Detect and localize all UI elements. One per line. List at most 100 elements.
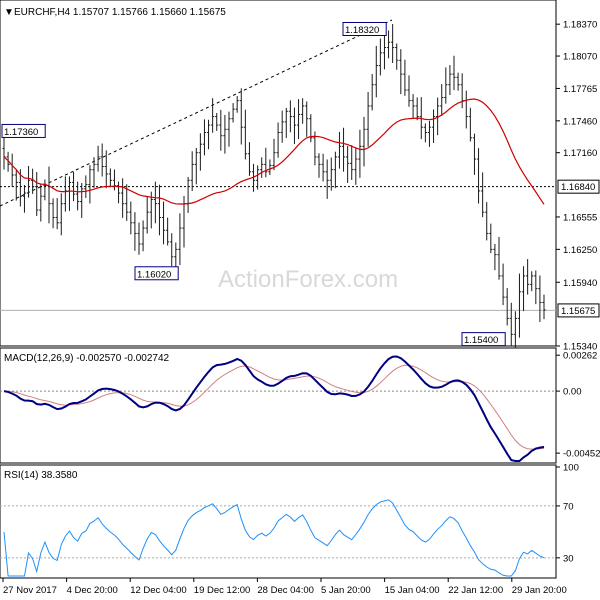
candle — [313, 131, 317, 166]
candle — [440, 84, 444, 116]
candle — [145, 196, 149, 234]
annotation-box — [1, 123, 46, 138]
candle — [444, 67, 448, 104]
current-price-label: 1.15675 — [561, 306, 595, 317]
candle — [276, 122, 280, 158]
candle — [141, 220, 145, 252]
candle — [485, 202, 489, 241]
candle — [411, 94, 415, 119]
candle — [108, 168, 112, 188]
time-tick-label: 12 Dec 04:00 — [130, 585, 187, 596]
candle — [460, 73, 464, 109]
time-tick-label: 28 Dec 04:00 — [257, 585, 314, 596]
candle — [534, 270, 538, 305]
candle — [292, 107, 297, 145]
candle — [194, 147, 198, 185]
candle — [178, 213, 182, 266]
candle — [100, 143, 104, 177]
candle — [71, 171, 76, 202]
macd-axis: 0.00262 0.00 -0.004526 — [556, 351, 600, 460]
candle — [39, 183, 43, 222]
candle — [296, 99, 301, 140]
candle — [247, 142, 252, 176]
time-tick-label: 15 Jan 04:00 — [385, 585, 440, 596]
time-tick-label: 4 Dec 20:00 — [67, 585, 118, 596]
price-levels — [0, 186, 556, 311]
rsi-axis: 100 70 30 — [556, 463, 579, 564]
annotation-box — [461, 332, 506, 347]
time-axis: 27 Nov 2017 4 Dec 20:00 12 Dec 04:00 19 Dec… — [2, 578, 567, 596]
candle — [386, 30, 391, 59]
candle — [382, 31, 387, 70]
candle — [190, 151, 194, 191]
candle — [337, 131, 342, 169]
macd-panel-frame — [0, 347, 557, 464]
price-tick-label: 1.15940 — [563, 278, 597, 289]
candle — [219, 109, 223, 151]
price-axis: 1.18370 1.18070 1.17765 1.17460 1.17160 1.165… — [556, 20, 600, 353]
annotation-label: 1.15400 — [464, 335, 498, 346]
candle — [509, 302, 513, 346]
rsi-panel-frame — [0, 464, 557, 579]
price-panel-frame — [0, 0, 557, 347]
candle — [407, 75, 411, 107]
candle — [211, 98, 215, 133]
horizontal-level-label: 1.16840 — [561, 182, 595, 193]
candle — [489, 223, 493, 254]
candle — [88, 165, 92, 204]
candle — [354, 147, 358, 185]
candle — [346, 145, 350, 183]
candle — [481, 172, 485, 218]
candle — [521, 266, 526, 312]
moving-average-line — [3, 98, 545, 205]
candle — [268, 159, 272, 176]
price-tick-label: 1.15340 — [563, 342, 597, 353]
candle — [423, 123, 427, 143]
candle — [374, 45, 378, 98]
candle — [309, 114, 313, 143]
candle — [362, 116, 366, 167]
candle — [341, 127, 346, 172]
candle — [329, 157, 333, 191]
price-tick-label: 1.16250 — [563, 245, 597, 256]
price-tick-label: 1.17765 — [563, 84, 597, 95]
candle — [235, 96, 239, 113]
time-tick-label: 22 Jan 12:00 — [448, 585, 503, 596]
candle — [161, 201, 166, 245]
rsi-levels — [0, 505, 556, 559]
candle — [436, 97, 440, 136]
candle — [55, 198, 59, 230]
candle — [47, 166, 51, 224]
horizontal-level-label-box — [557, 179, 600, 194]
candle — [464, 90, 468, 129]
dropdown-arrow-icon: ▼ — [4, 7, 14, 18]
macd-line — [3, 355, 545, 462]
candle — [403, 59, 407, 96]
candle — [272, 138, 276, 171]
annotation-box — [134, 266, 179, 281]
candle — [468, 107, 472, 142]
candle — [129, 201, 133, 235]
candle — [2, 136, 6, 170]
candle — [301, 98, 305, 124]
candle — [378, 38, 382, 76]
annotation-label: 1.16020 — [137, 269, 171, 280]
candle — [125, 184, 129, 221]
candle — [243, 109, 247, 160]
candle — [35, 172, 39, 216]
candle — [530, 271, 534, 292]
candle — [305, 101, 309, 137]
price-annotations: 1.17360 1.16020 1.18320 1.15400 — [1, 21, 506, 347]
price-tick-label: 1.17460 — [563, 116, 597, 127]
candle — [202, 119, 207, 156]
candle — [84, 175, 88, 198]
candle — [92, 157, 96, 188]
candle — [10, 153, 14, 187]
candle — [104, 150, 108, 189]
candle — [116, 181, 121, 204]
current-price-label-box — [557, 303, 600, 318]
candle — [513, 311, 517, 349]
candle — [22, 185, 27, 213]
candle — [542, 294, 546, 320]
